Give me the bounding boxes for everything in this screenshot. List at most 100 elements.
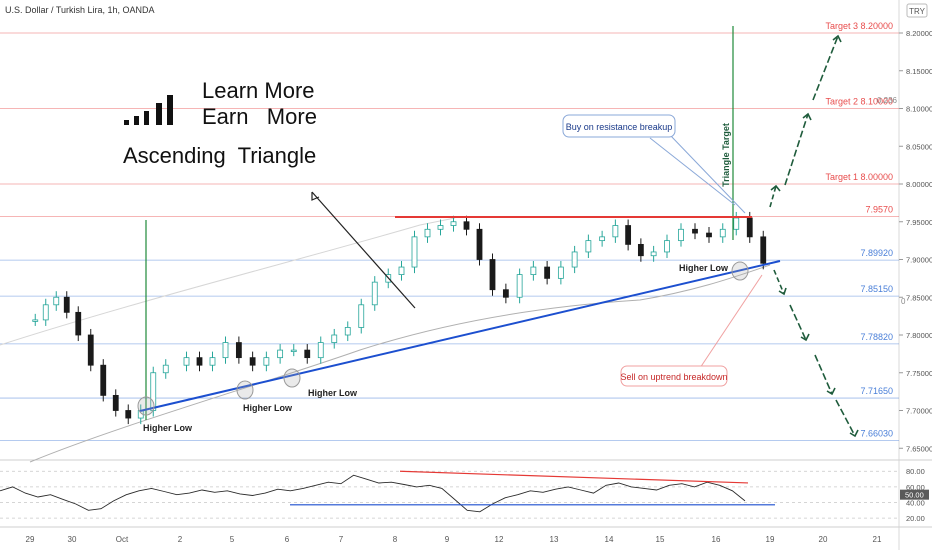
candle [398,266,405,275]
fib-label: 0 [901,297,906,306]
candle [599,236,606,242]
y-tick-label: 8.20000 [906,29,932,38]
rsi-tick-label: 60.00 [906,483,925,492]
candle [650,251,657,257]
currency-badge: TRY [909,7,926,16]
x-tick-label: 30 [68,535,77,544]
candle [516,274,523,298]
price-level-label: 7.71650 [860,386,893,396]
signal-bars-logo [124,95,173,125]
candle [32,319,39,322]
candle [437,225,444,230]
candle [502,289,509,298]
candle [544,266,551,279]
uptrend-support-line[interactable] [139,260,781,412]
brand-line-1: Learn More [202,78,315,103]
moving-average-line-2 [0,217,456,346]
rsi-tick-label: 80.00 [906,467,925,476]
candle [637,243,644,257]
x-tick-label: 21 [873,535,882,544]
candle [746,217,753,238]
symbol-title[interactable]: U.S. Dollar / Turkish Lira, 1h, OANDA [5,5,155,15]
brand-line-2: Earn More [202,104,317,129]
price-level-label: Target 2 8.10000 [825,97,893,107]
higher-low-marker [283,368,301,388]
price-level-label: 7.85150 [860,284,893,294]
y-tick-label: 8.10000 [906,105,932,114]
candle [304,349,311,359]
y-tick-label: 7.80000 [906,331,932,340]
sell-callout-text: Sell on uptrend breakdown [620,372,727,382]
candle [183,357,190,366]
y-tick-label: 7.90000 [906,256,932,265]
x-tick-label: 19 [766,535,775,544]
moving-average [0,217,771,463]
candle [63,296,70,313]
sell-callout-pointer [699,274,763,369]
candle [222,342,229,359]
price-level-label: Target 3 8.20000 [825,21,893,31]
rsi-line [0,474,746,513]
candle [75,311,82,336]
rsi-tick-label: 40.00 [906,498,925,507]
candle [371,281,378,306]
time-axis[interactable]: 29 30 Oct 2 5 6 7 8 9 12 13 14 15 16 19 20 21 [26,535,882,544]
diagonal-arrow-head [311,192,320,201]
candle [263,357,270,366]
candle [450,221,457,226]
higher-low-marker [731,261,749,281]
x-tick-label: 20 [819,535,828,544]
price-level-label: 7.89920 [860,248,893,258]
candle [706,232,712,238]
sell-callout-box[interactable] [620,365,728,387]
moving-average-line [29,264,771,463]
higher-low-label: Higher Low [308,388,358,398]
higher-low-marker [137,396,155,416]
buy-callout-box[interactable] [562,114,676,138]
x-tick-label: 15 [656,535,665,544]
candle [585,240,592,253]
candle [612,225,619,238]
price-level-label: 7.66030 [860,428,893,438]
candle [125,410,132,419]
candle [42,304,49,321]
candle [53,296,60,306]
triangle-target-label: Triangle Target [721,123,731,187]
price-level-label: 7.9570 [865,204,893,214]
candle [678,228,684,242]
candle [692,228,698,234]
candle [317,342,324,359]
pattern-title: Ascending Triangle [123,143,316,168]
candle [424,228,431,238]
y-tick-label: 7.75000 [906,369,932,378]
y-tick-label: 7.65000 [906,444,932,453]
candle [277,349,284,359]
x-tick-label: 6 [285,535,290,544]
rsi-divergence-line [399,470,749,484]
candle [358,304,365,328]
candle [290,349,297,353]
candle [463,221,470,230]
projection-up-arrows [769,34,842,208]
price-level-label: Target 1 8.00000 [825,172,893,182]
higher-low-label: Higher Low [679,263,729,273]
candle [344,327,351,336]
currency-badge-box[interactable] [906,3,928,18]
y-tick-label: 8.05000 [906,142,932,151]
candle [331,334,338,343]
x-tick-label: 14 [605,535,614,544]
candle [162,364,169,374]
projection-down-arrows [773,269,859,438]
y-tick-label: 8.15000 [906,67,932,76]
candle [112,394,119,411]
higher-low-label: Higher Low [243,403,293,413]
candle [249,357,256,366]
candle [571,251,578,268]
x-tick-label: 16 [712,535,721,544]
x-tick-label: 9 [445,535,450,544]
x-tick-label: 13 [550,535,559,544]
candle [196,357,203,366]
price-axis[interactable]: 7.65000 7.70000 7.75000 7.80000 7.85000 7.900… [899,29,932,453]
